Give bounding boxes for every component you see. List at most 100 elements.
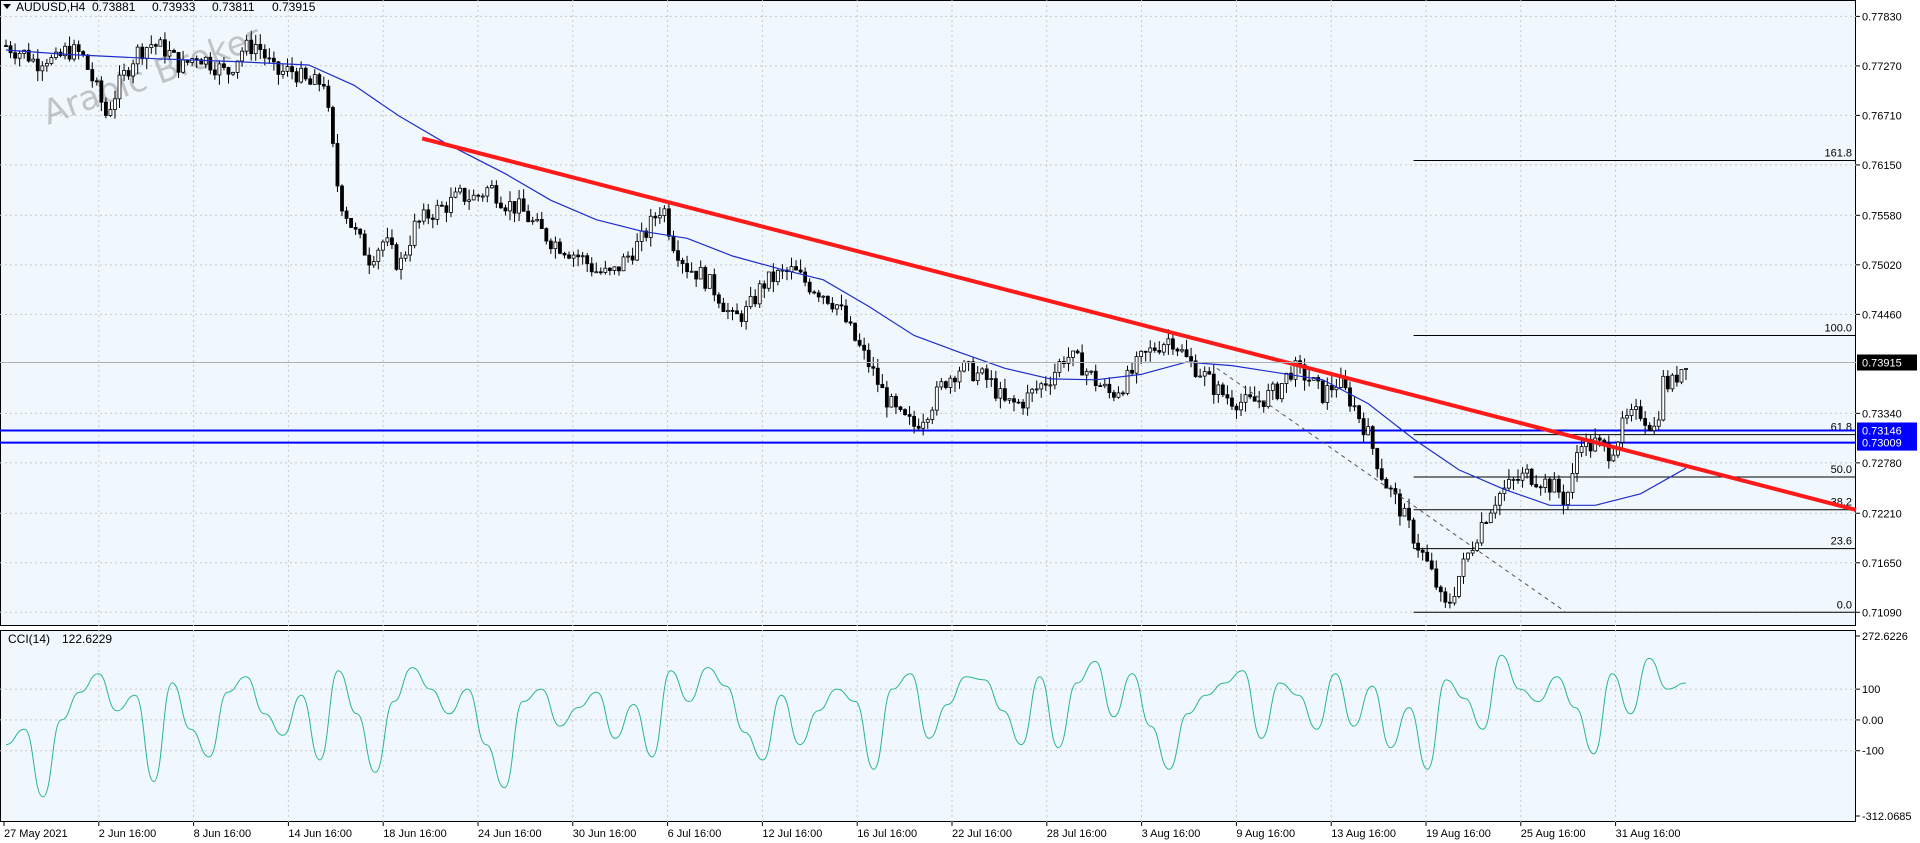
candle-body (1529, 468, 1534, 485)
candle-body (1025, 392, 1030, 409)
candle-body (689, 270, 694, 273)
candle-body (1093, 370, 1098, 387)
candle-body (775, 269, 780, 283)
candles (4, 30, 1688, 609)
candle-body (1030, 388, 1035, 394)
level-price-label: 0.73009 (1862, 438, 1902, 450)
candle-body (421, 209, 426, 222)
current-price-box (1857, 354, 1917, 371)
time-tick-label: 27 May 2021 (4, 828, 68, 840)
price-axis: 0.77830 0.77270 0.76710 0.76150 0.75580 0.750… (0, 11, 1917, 619)
candle-body (794, 266, 798, 271)
candle-body (1171, 338, 1175, 350)
candle-body (244, 39, 249, 52)
dropdown-triangle-icon[interactable] (3, 4, 11, 9)
candle-body (934, 386, 939, 411)
candle-body (662, 208, 667, 216)
candle-body (1257, 400, 1262, 403)
candle-body (312, 74, 317, 85)
candle-body (1157, 349, 1162, 353)
low-value: 0.73811 (212, 0, 255, 14)
candle-body (1566, 491, 1570, 505)
candle-body (430, 217, 435, 220)
candle-body (1279, 383, 1284, 400)
candle-body (943, 381, 948, 388)
candle-body (748, 295, 753, 308)
candle-body (984, 368, 989, 380)
candle-body (1384, 478, 1389, 489)
candle-body (685, 263, 689, 273)
candle-body (17, 52, 22, 59)
fib-level-label: 0.0 (1837, 599, 1852, 611)
candle-body (1398, 493, 1402, 517)
candle-body (476, 194, 481, 197)
candle-body (1629, 409, 1634, 416)
candle-body (1012, 398, 1016, 403)
candle-body (1652, 425, 1657, 432)
candle-body (1139, 350, 1144, 357)
candle-body (1111, 392, 1116, 398)
open-value: 0.73881 (92, 0, 136, 14)
candle-body (558, 241, 562, 254)
candle-body (376, 249, 381, 262)
candle-body (1252, 396, 1257, 402)
candle-body (653, 215, 658, 219)
time-axis: 27 May 2021 2 Jun 16:00 8 Jun 16:00 14 Jun … (3, 822, 1680, 840)
candle-body (163, 39, 167, 57)
candle-body (1516, 478, 1520, 481)
candle-body (1325, 385, 1330, 403)
cci-line (5, 654, 1687, 798)
candle-body (1021, 401, 1025, 409)
candle-body (408, 244, 413, 256)
trendline-layer[interactable] (421, 136, 1857, 612)
candle-body (521, 198, 526, 212)
candle-body (1289, 372, 1293, 380)
candle-body (113, 98, 117, 110)
candle-body (208, 56, 213, 71)
candle-body (471, 194, 476, 201)
candle-body (1239, 401, 1243, 411)
candle-body (1357, 405, 1361, 420)
candle-body (1661, 375, 1666, 421)
candle-body (1034, 388, 1039, 391)
candle-body (1520, 472, 1525, 481)
candle-body (81, 51, 86, 56)
candle-body (962, 361, 966, 372)
candle-body (335, 143, 340, 187)
candle-body (1438, 586, 1443, 593)
candle-body (1116, 392, 1121, 398)
candle-body (1638, 406, 1643, 419)
candle-body (1420, 549, 1425, 553)
candle-body (1302, 364, 1307, 381)
time-tick-label: 14 Jun 16:00 (288, 828, 352, 840)
candle-body (735, 310, 739, 315)
fib-level-label: 100.0 (1824, 323, 1852, 335)
candle-body (222, 63, 226, 68)
candle-body (989, 378, 994, 381)
time-tick-label: 12 Jul 16:00 (762, 828, 822, 840)
candle-body (135, 46, 140, 65)
candle-body (1675, 374, 1679, 383)
candle-body (1452, 596, 1457, 604)
time-tick-label: 16 Jul 16:00 (857, 828, 917, 840)
candle-body (1016, 401, 1021, 404)
time-tick-label: 18 Jun 16:00 (383, 828, 447, 840)
candle-body (1366, 426, 1371, 436)
candle-body (340, 185, 344, 212)
candle-body (1075, 350, 1080, 354)
price-tick-label: 0.71650 (1862, 558, 1902, 570)
candle-body (694, 270, 699, 280)
candle-body (1502, 487, 1507, 494)
price-tick-label: 0.77270 (1862, 61, 1902, 73)
candle-body (1479, 522, 1484, 544)
candle-body (399, 257, 403, 270)
candle-body (489, 185, 494, 189)
candle-body (1066, 356, 1071, 364)
candle-body (639, 230, 644, 242)
current-price-label: 0.73915 (1862, 358, 1902, 370)
candle-body (181, 59, 185, 73)
candle-body (72, 44, 77, 60)
candle-body (1493, 504, 1498, 514)
candle-body (1148, 347, 1153, 353)
